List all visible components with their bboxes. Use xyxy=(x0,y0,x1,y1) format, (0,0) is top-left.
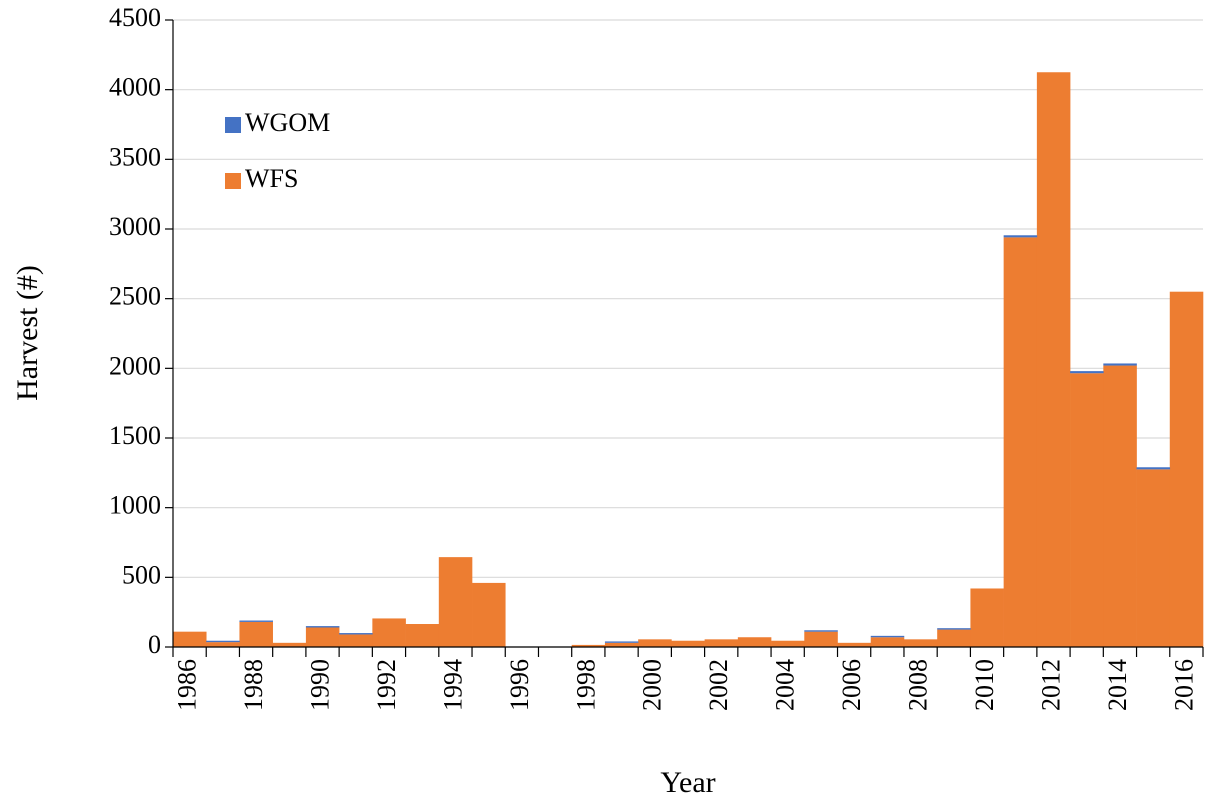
x-tick-label: 2010 xyxy=(970,659,999,711)
bar-segment xyxy=(1003,237,1038,648)
legend-swatch xyxy=(225,117,241,133)
legend-swatch xyxy=(225,173,241,189)
x-tick-label: 2016 xyxy=(1169,659,1198,711)
bar-segment xyxy=(206,640,240,643)
bar-segment xyxy=(571,644,606,647)
bar-segment xyxy=(704,639,739,647)
y-tick-label: 2000 xyxy=(109,351,161,380)
x-tick-label: 1990 xyxy=(305,659,334,711)
legend-label: WFS xyxy=(245,164,298,193)
x-tick-label: 2008 xyxy=(904,659,933,711)
y-tick-label: 2500 xyxy=(109,282,161,311)
x-tick-label: 2002 xyxy=(704,659,733,711)
y-tick-label: 0 xyxy=(148,630,161,659)
x-tick-label: 2000 xyxy=(638,659,667,711)
x-tick-label: 2006 xyxy=(837,659,866,711)
bar-segment xyxy=(804,630,838,632)
bar-segment xyxy=(671,640,705,647)
y-tick-label: 3000 xyxy=(109,212,161,241)
bar-segment xyxy=(239,621,273,647)
y-tick-label: 1500 xyxy=(109,421,161,450)
bar-segment xyxy=(638,639,672,647)
y-tick-label: 4500 xyxy=(109,3,161,32)
legend-label: WGOM xyxy=(245,108,330,137)
bar-segment xyxy=(272,642,307,647)
bar-segment xyxy=(405,624,440,647)
x-tick-label: 1998 xyxy=(571,659,600,711)
bar-segment xyxy=(837,642,872,647)
bar-segment xyxy=(604,642,639,647)
bar-segment xyxy=(1070,373,1104,647)
x-tick-label: 2014 xyxy=(1103,659,1132,711)
bar-segment xyxy=(870,635,905,638)
y-tick-label: 500 xyxy=(122,560,161,589)
bar-segment xyxy=(1103,365,1137,647)
x-tick-label: 1988 xyxy=(239,659,268,711)
x-tick-label: 1986 xyxy=(173,659,202,711)
bar-segment xyxy=(339,633,373,635)
bar-segment xyxy=(1136,467,1171,470)
y-tick-label: 3500 xyxy=(109,142,161,171)
bar-segment xyxy=(472,582,506,647)
bar-segment xyxy=(1136,469,1171,647)
bar-segment xyxy=(206,642,240,647)
x-axis-label: Year xyxy=(660,766,715,799)
bar-segment xyxy=(173,631,207,647)
bar-segment xyxy=(1036,72,1071,647)
y-tick-label: 4000 xyxy=(109,73,161,102)
bar-segment xyxy=(339,634,373,647)
bar-segment xyxy=(305,627,340,647)
bar-segment xyxy=(1070,371,1104,374)
bar-segment xyxy=(438,557,473,647)
bar-segment xyxy=(771,640,805,647)
y-tick-label: 1000 xyxy=(109,491,161,520)
bar-segment xyxy=(804,631,838,647)
x-tick-label: 1992 xyxy=(372,659,401,711)
bar-segment xyxy=(1103,363,1137,366)
bar-segment xyxy=(737,637,772,647)
bar-segment xyxy=(937,628,971,630)
x-tick-label: 1996 xyxy=(505,659,534,711)
bar-segment xyxy=(970,588,1004,647)
x-tick-label: 1994 xyxy=(438,659,467,711)
bar-segment xyxy=(870,637,905,647)
bar-segment xyxy=(937,629,971,647)
bar-segment xyxy=(372,618,406,647)
bar-segment xyxy=(903,639,938,647)
x-tick-label: 2004 xyxy=(771,659,800,711)
bar-segment xyxy=(604,641,639,643)
bar-segment xyxy=(239,620,273,622)
bar-segment xyxy=(1169,291,1204,647)
y-axis-label: Harvest (#) xyxy=(11,265,44,401)
x-tick-label: 2012 xyxy=(1036,659,1065,711)
bar-segment xyxy=(1003,235,1038,238)
bar-segment xyxy=(305,626,340,628)
